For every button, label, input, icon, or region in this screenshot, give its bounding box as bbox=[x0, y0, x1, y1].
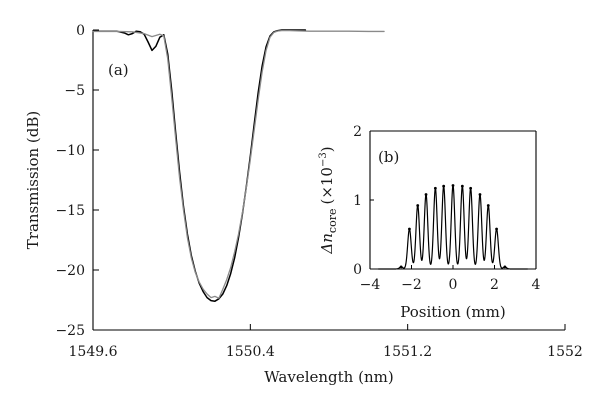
inset-peak-point bbox=[433, 186, 437, 190]
inset-peak-point bbox=[399, 265, 403, 269]
inset-peak-point bbox=[503, 265, 507, 269]
inset-y-label-symbol: Δn bbox=[318, 233, 336, 255]
inset-peak-point bbox=[451, 184, 455, 187]
main-y-ticks: 0 −5 −10 −15 −20 −25 bbox=[55, 23, 99, 339]
inset-x-tick-label: −2 bbox=[401, 277, 422, 293]
inset-peak-point bbox=[486, 204, 490, 207]
panel-label-b: (b) bbox=[378, 148, 399, 166]
inset-peak-point bbox=[478, 193, 482, 196]
inset-chart: −4 −2 0 2 4 0 1 2 (b) Position (mm) Δncore (×10… bbox=[318, 124, 541, 321]
inset-peak-point bbox=[495, 227, 498, 231]
main-y-tick-label: −10 bbox=[55, 143, 85, 159]
inset-y-tick-label: 2 bbox=[353, 124, 362, 140]
main-x-axis-label: Wavelength (nm) bbox=[264, 368, 393, 386]
main-y-tick-label: 0 bbox=[76, 23, 85, 39]
main-series bbox=[92, 29, 385, 302]
inset-background bbox=[370, 131, 536, 269]
inset-y-tick-label: 1 bbox=[353, 193, 362, 209]
inset-y-tick-label: 0 bbox=[353, 262, 362, 278]
main-y-tick-label: −15 bbox=[55, 203, 85, 219]
inset-y-label-unit-close: ) bbox=[318, 146, 336, 152]
main-y-tick-label: −5 bbox=[64, 83, 85, 99]
inset-peak-point bbox=[460, 184, 464, 188]
main-x-tick-label: 1549.6 bbox=[69, 344, 118, 360]
inset-peak-point bbox=[469, 186, 473, 190]
inset-peak-point bbox=[416, 204, 420, 207]
inset-peak-point bbox=[408, 227, 411, 231]
main-x-tick-label: 1550.4 bbox=[226, 344, 275, 360]
main-x-ticks: 1549.6 1550.4 1551.2 1552 bbox=[69, 324, 583, 360]
main-x-tick-label: 1551.2 bbox=[383, 344, 432, 360]
main-y-tick-label: −25 bbox=[55, 323, 85, 339]
inset-x-tick-label: 2 bbox=[490, 277, 499, 293]
inset-y-axis-label: Δncore (×10−3) bbox=[318, 146, 339, 254]
inset-x-tick-label: 4 bbox=[532, 277, 541, 293]
inset-y-ticks: 0 1 2 bbox=[353, 124, 374, 278]
inset-y-label-unit-exponent: −3 bbox=[318, 152, 329, 167]
panel-label-a: (a) bbox=[108, 61, 129, 79]
inset-series bbox=[377, 184, 529, 270]
inset-peak-point bbox=[424, 193, 428, 196]
inset-peak-point bbox=[442, 184, 446, 188]
main-x-tick-label: 1552 bbox=[547, 344, 583, 360]
inset-x-axis-label: Position (mm) bbox=[400, 303, 505, 321]
inset-x-tick-label: 0 bbox=[449, 277, 458, 293]
inset-x-tick-label: −4 bbox=[360, 277, 381, 293]
inset-y-label-unit-open: (×10 bbox=[318, 167, 336, 205]
main-y-axis-label: Transmission (dB) bbox=[24, 111, 42, 249]
inset-y-label-subscript: core bbox=[326, 209, 339, 234]
main-y-tick-label: −20 bbox=[55, 263, 85, 279]
series-line-gray bbox=[92, 29, 385, 299]
main-chart: 1549.6 1550.4 1551.2 1552 0−5−10−15−20−25 (… bbox=[24, 23, 583, 386]
inset-x-ticks: −4 −2 0 2 4 bbox=[360, 265, 541, 293]
